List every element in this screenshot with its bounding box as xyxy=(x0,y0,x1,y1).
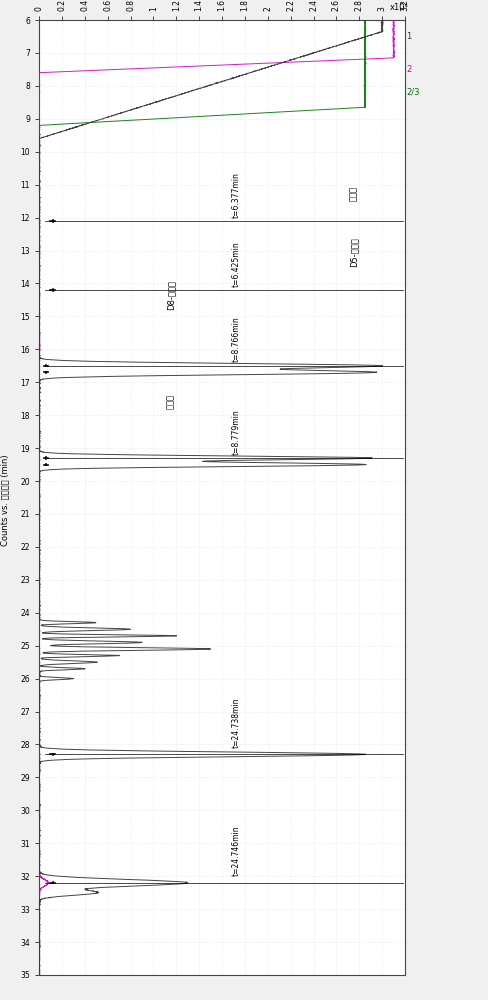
Text: x10⁵: x10⁵ xyxy=(390,3,409,12)
Text: t=24.746min: t=24.746min xyxy=(231,826,240,876)
Text: t=24.738min: t=24.738min xyxy=(231,697,240,748)
Text: D5-尼古丁: D5-尼古丁 xyxy=(349,237,358,267)
Text: t=6.377min: t=6.377min xyxy=(231,172,240,218)
Text: t=8.766min: t=8.766min xyxy=(231,317,240,362)
Text: Counts vs. 采集时间 (min): Counts vs. 采集时间 (min) xyxy=(0,454,9,546)
Text: 2/3: 2/3 xyxy=(406,88,420,97)
Text: 2: 2 xyxy=(406,65,411,74)
Text: 苯乙醇: 苯乙醇 xyxy=(166,394,175,409)
Text: 尼古丁: 尼古丁 xyxy=(349,186,358,201)
Text: t=8.779min: t=8.779min xyxy=(231,409,240,455)
Text: t=6.425min: t=6.425min xyxy=(231,241,240,287)
Text: D8-苯乙醇: D8-苯乙醇 xyxy=(166,280,175,310)
Text: 1: 1 xyxy=(406,32,411,41)
